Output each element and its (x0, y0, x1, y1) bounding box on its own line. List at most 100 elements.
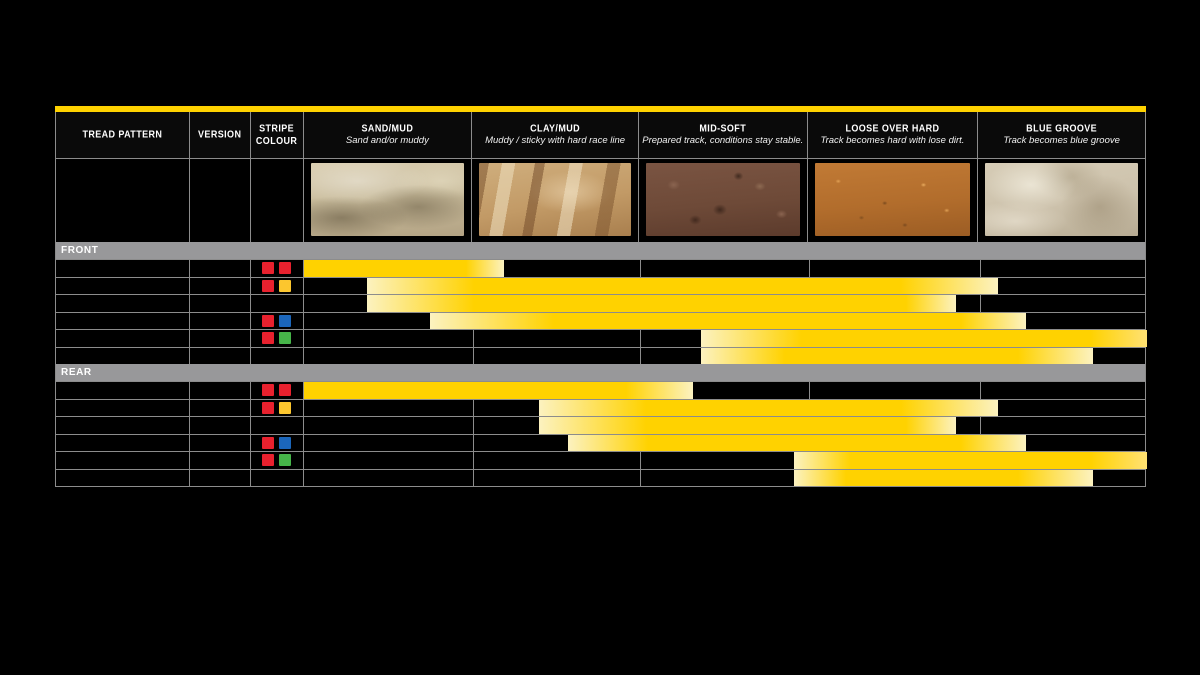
header-clay-mud: CLAY/MUD Muddy / sticky with hard race l… (472, 112, 639, 158)
column-gridline (639, 452, 641, 469)
header-mid-soft: MID-SOFT Prepared track, conditions stay… (639, 112, 808, 158)
terrain-range-cell (303, 382, 1145, 399)
sand-mud-photo (310, 163, 465, 236)
photo-cell (639, 159, 808, 242)
column-gridline (472, 434, 474, 451)
tread-pattern-cell (56, 260, 190, 277)
green-stripe-swatch (279, 454, 292, 467)
suitability-range-bar (366, 295, 956, 312)
suitability-range-bar (538, 417, 956, 434)
mid-soft-photo (645, 163, 800, 236)
tread-row (56, 381, 1145, 399)
tread-row (56, 416, 1145, 434)
terrain-range-cell (304, 312, 1145, 329)
tread-pattern-cell (56, 469, 190, 486)
suitability-range-bar (303, 260, 504, 277)
column-gridline (472, 347, 474, 364)
version-cell (190, 469, 251, 486)
header-sublabel: Track becomes blue groove (1003, 134, 1120, 146)
terrain-range-cell (304, 330, 1147, 347)
terrain-table: TREAD PATTERN VERSION STRIPE COLOUR SAND… (55, 112, 1147, 487)
red-stripe-swatch (262, 314, 275, 327)
photo-cell (472, 159, 639, 242)
tread-pattern-cell (56, 277, 190, 294)
header-label: BLUE GROOVE (1026, 122, 1098, 135)
terrain-range-cell (304, 295, 1145, 312)
section-band-rear: REAR (56, 364, 1145, 381)
column-gridline (472, 417, 474, 434)
section-label: FRONT (61, 245, 99, 256)
stripe-colour-cell (251, 330, 304, 347)
header-label: CLAY/MUD (530, 122, 581, 135)
blue-stripe-swatch (279, 314, 292, 327)
column-gridline (808, 382, 810, 399)
column-gridline (639, 347, 641, 364)
tread-pattern-cell (56, 295, 190, 312)
suitability-range-bar (793, 469, 1093, 486)
tread-pattern-cell (56, 312, 190, 329)
terrain-photo-row (56, 158, 1145, 242)
column-gridline (472, 452, 474, 469)
clay-mud-photo (479, 163, 631, 236)
yellow-stripe-swatch (279, 401, 292, 414)
stripe-colour-cell (251, 347, 304, 364)
terrain-range-cell (304, 277, 1145, 294)
header-label: MID-SOFT (699, 122, 747, 135)
version-cell (190, 452, 251, 469)
red-stripe-swatch (279, 384, 292, 397)
header-sublabel: Prepared track, conditions stay stable. (642, 134, 804, 146)
column-gridline (472, 330, 474, 347)
tread-pattern-cell (56, 382, 190, 399)
tread-row (56, 329, 1147, 347)
header-label: LOOSE OVER HARD (845, 122, 940, 135)
column-gridline (979, 295, 981, 312)
tread-pattern-cell (56, 434, 190, 451)
header-version: VERSION (190, 112, 251, 158)
stripe-colour-cell (251, 417, 304, 434)
header-stripe-colour: STRIPE COLOUR (251, 112, 304, 158)
stripe-colour-cell (251, 260, 304, 277)
red-stripe-swatch (279, 262, 292, 275)
red-stripe-swatch (262, 332, 275, 345)
red-stripe-swatch (262, 279, 275, 292)
empty-cell (251, 159, 304, 242)
tread-pattern-cell (56, 347, 190, 364)
version-cell (190, 417, 251, 434)
terrain-range-cell (304, 469, 1145, 486)
header-sublabel: Sand and/or muddy (345, 134, 429, 146)
header-tread-pattern: TREAD PATTERN (56, 112, 190, 158)
section-label: REAR (61, 367, 92, 378)
terrain-range-cell (304, 417, 1145, 434)
red-stripe-swatch (262, 454, 275, 467)
stripe-colour-cell (251, 312, 304, 329)
rear-rows-container (56, 381, 1147, 486)
photo-cell (304, 159, 473, 242)
stripe-colour-cell (251, 295, 304, 312)
suitability-range-bar (538, 399, 998, 416)
stripe-colour-cell (251, 399, 304, 416)
blue-stripe-swatch (279, 436, 292, 449)
stripe-colour-cell (251, 434, 304, 451)
loose-over-hard-photo (814, 163, 971, 236)
version-cell (190, 260, 251, 277)
red-stripe-swatch (262, 436, 275, 449)
header-sublabel: Muddy / sticky with hard race line (485, 134, 626, 146)
tread-row (56, 451, 1147, 469)
suitability-range-bar (366, 277, 998, 294)
suitability-range-bar (303, 382, 693, 399)
tread-row (56, 398, 1145, 416)
suitability-range-bar (429, 312, 1026, 329)
red-stripe-swatch (262, 401, 275, 414)
header-sand-mud: SAND/MUD Sand and/or muddy (304, 112, 473, 158)
column-gridline (979, 260, 981, 277)
header-blue-groove: BLUE GROOVE Track becomes blue groove (978, 112, 1145, 158)
header-loose-over-hard: LOOSE OVER HARD Track becomes hard with … (808, 112, 979, 158)
stripe-colour-cell (251, 277, 304, 294)
suitability-range-bar (793, 452, 1147, 469)
tread-row (56, 311, 1145, 329)
tread-pattern-cell (56, 417, 190, 434)
tread-pattern-cell (56, 399, 190, 416)
red-stripe-swatch (262, 384, 275, 397)
table-header-row: TREAD PATTERN VERSION STRIPE COLOUR SAND… (56, 112, 1145, 158)
